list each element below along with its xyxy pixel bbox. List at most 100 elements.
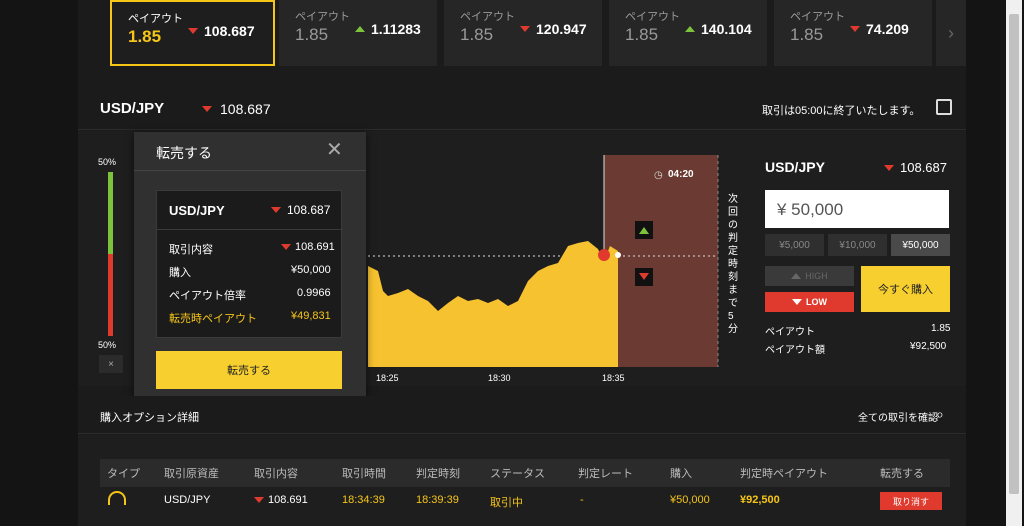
payout-label: ペイアウト — [765, 327, 815, 338]
pair-bar: USD/JPY 108.687 取引は05:00に終了いたします。 — [78, 88, 966, 130]
row-label: 取引内容 — [169, 244, 213, 256]
low-marker-icon — [639, 273, 649, 280]
resale-button[interactable]: 転売する — [156, 351, 342, 389]
down-arrow-icon — [202, 106, 212, 112]
payout-card[interactable]: ペイアウト 1.85 74.209 — [774, 0, 932, 66]
payout-label: ペイアウト — [295, 11, 350, 23]
judge-zone — [604, 155, 718, 367]
details-title: 購入オプション詳細 — [100, 412, 199, 424]
resale-pair: USD/JPY — [169, 203, 225, 218]
payout-card[interactable]: ペイアウト 1.85 1.11283 — [279, 0, 437, 66]
meter-close-button[interactable]: × — [99, 355, 123, 373]
payout-rate: 120.947 — [536, 21, 587, 37]
high-label: HIGH — [805, 271, 828, 281]
preset-button[interactable]: ¥5,000 — [765, 234, 824, 256]
row-asset: USD/JPY — [164, 494, 211, 506]
search-icon[interactable]: ⌕ — [936, 406, 944, 422]
payout-value: 1.85 — [931, 323, 951, 334]
high-button[interactable]: HIGH — [765, 266, 854, 286]
preset-button-selected[interactable]: ¥50,000 — [891, 234, 950, 256]
up-arrow-icon — [355, 26, 365, 32]
down-arrow-icon — [792, 299, 802, 305]
row-label: ペイアウト倍率 — [169, 290, 246, 302]
scrollbar-thumb[interactable] — [1009, 14, 1019, 494]
view-all-link[interactable]: 全ての取引を確認 — [858, 413, 938, 424]
panel-divider — [134, 170, 366, 171]
payout-value: 1.85 — [460, 25, 494, 44]
row-value: ¥49,831 — [291, 310, 331, 322]
buy-now-button[interactable]: 今すぐ購入 — [861, 266, 950, 312]
amount-input[interactable]: ¥ 50,000 — [765, 190, 949, 228]
chart-svg — [368, 155, 719, 367]
row-label: 転売時ペイアウト — [169, 313, 257, 325]
low-label: LOW — [806, 297, 827, 307]
table-header: 判定時ペイアウト — [740, 468, 828, 480]
down-arrow-icon — [281, 244, 291, 250]
row-value: ¥50,000 — [291, 264, 331, 276]
current-point — [615, 252, 621, 258]
cancel-button[interactable]: 取り消す — [880, 492, 942, 510]
payout-label: ペイアウト — [128, 13, 183, 25]
resale-summary: USD/JPY 108.687 取引内容 108.691 購入 ¥50,000 … — [156, 190, 343, 338]
payout-label: ペイアウト — [625, 11, 680, 23]
expand-icon[interactable] — [936, 99, 952, 115]
x-tick: 18:35 — [602, 373, 625, 383]
row-judge-rate: - — [580, 494, 584, 506]
table-header: 転売する — [880, 468, 924, 480]
down-arrow-icon — [254, 497, 264, 503]
meter-low-bar — [108, 254, 113, 336]
x-tick: 18:25 — [376, 373, 399, 383]
pair-name: USD/JPY — [100, 100, 165, 117]
table-header: 取引時間 — [342, 468, 386, 480]
table-header-row — [100, 459, 950, 487]
row-status: 取引中 — [490, 497, 523, 509]
payout-label: ペイアウト — [460, 11, 515, 23]
payout-amount-value: ¥92,500 — [910, 341, 947, 352]
price-area — [368, 241, 618, 367]
row-value: 0.9966 — [297, 287, 331, 299]
x-tick: 18:30 — [488, 373, 511, 383]
clock-icon: ◷ — [654, 170, 663, 181]
payout-card[interactable]: ペイアウト 1.85 108.687 — [110, 0, 275, 66]
down-arrow-icon — [271, 207, 281, 213]
table-header: タイプ — [107, 468, 140, 480]
order-rate: 108.687 — [900, 160, 947, 175]
payout-amount-label: ペイアウト額 — [765, 345, 825, 356]
payout-rate: 74.209 — [866, 21, 909, 37]
payout-card[interactable]: ペイアウト 1.85 140.104 — [609, 0, 767, 66]
preset-button[interactable]: ¥10,000 — [828, 234, 887, 256]
meter-bottom-label: 50% — [98, 340, 117, 350]
table-header: 購入 — [670, 468, 692, 480]
payout-rate: 140.104 — [701, 21, 752, 37]
down-arrow-icon — [188, 28, 198, 34]
up-arrow-icon — [685, 26, 695, 32]
table-header: 取引原資産 — [164, 468, 219, 480]
table-header: 判定レート — [578, 468, 633, 480]
next-arrow-icon[interactable]: › — [936, 0, 966, 66]
payout-card[interactable]: ペイアウト 1.85 120.947 — [444, 0, 602, 66]
meter-high-bar — [108, 172, 113, 254]
row-judge-time: 18:39:39 — [416, 494, 459, 506]
row-value: 108.691 — [295, 241, 335, 253]
payout-rate: 108.687 — [204, 23, 255, 39]
row-payout: ¥92,500 — [740, 494, 780, 506]
entry-point — [598, 249, 610, 261]
payout-value: 1.85 — [295, 25, 329, 44]
row-purchase: ¥50,000 — [670, 494, 710, 506]
table-header: 判定時刻 — [416, 468, 460, 480]
payout-value: 1.85 — [128, 27, 162, 46]
payout-label: ペイアウト — [790, 11, 845, 23]
summary-divider — [157, 229, 343, 230]
details-header: 購入オプション詳細 全ての取引を確認 ⌕ — [78, 396, 966, 434]
pair-rate: 108.687 — [220, 101, 271, 117]
resale-panel-title: 転売する — [156, 145, 212, 161]
row-rate: 108.691 — [268, 494, 308, 506]
row-time: 18:34:39 — [342, 494, 385, 506]
close-icon[interactable]: ✕ — [326, 139, 343, 161]
down-arrow-icon — [850, 26, 860, 32]
gauge-icon — [108, 491, 126, 505]
order-panel — [740, 131, 966, 386]
payout-value: 1.85 — [790, 25, 824, 44]
low-button[interactable]: LOW — [765, 292, 854, 312]
down-arrow-icon — [884, 164, 894, 171]
